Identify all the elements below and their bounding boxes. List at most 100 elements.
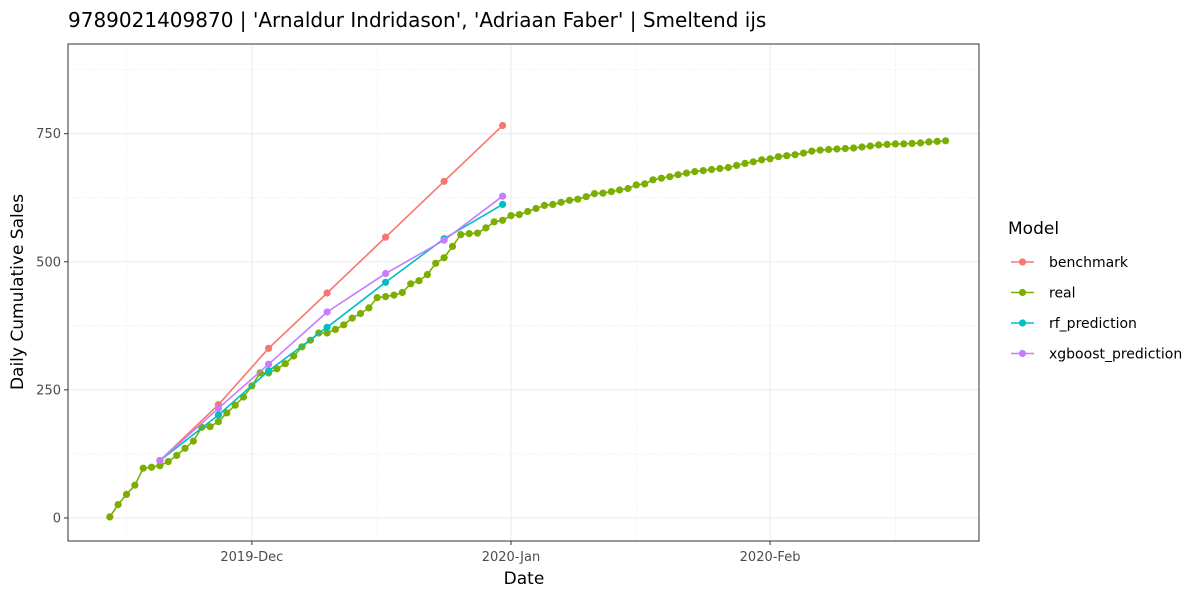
legend-item-benchmark: benchmark [1011, 255, 1129, 271]
data-point-real [674, 171, 682, 179]
data-point-real [850, 144, 858, 152]
data-point-real [448, 242, 457, 250]
legend-item-real: real [1011, 286, 1076, 302]
data-point-real [933, 137, 941, 145]
data-point-real [398, 288, 406, 297]
data-point-real [156, 462, 164, 470]
data-point-real [323, 329, 331, 337]
data-point-real [423, 271, 431, 279]
plot-panel [67, 43, 980, 542]
data-point-real [507, 212, 515, 220]
data-point-real [382, 293, 390, 301]
data-point-real [808, 147, 816, 155]
data-point-real [173, 451, 181, 459]
legend-label: real [1049, 286, 1076, 302]
data-point-real [206, 423, 214, 431]
data-point-real [256, 369, 264, 377]
data-point-real [465, 230, 473, 238]
data-point-real [574, 195, 582, 203]
data-point-real [331, 325, 339, 333]
data-point-real [148, 463, 156, 471]
legend-item-xgboost_prediction: xgboost_prediction [1011, 347, 1182, 363]
y-tick-label: 250 [36, 383, 61, 398]
data-point-real [390, 291, 398, 299]
data-point-real [106, 513, 114, 521]
data-point-real [499, 216, 507, 224]
data-point-real [741, 159, 749, 167]
legend-items: benchmark real rf_prediction xgboost_predic… [1011, 255, 1182, 363]
data-point-real [557, 198, 565, 206]
legend-key-point [1018, 319, 1027, 327]
data-point-real [415, 277, 423, 285]
data-point-real [524, 207, 532, 216]
data-point-real [733, 161, 741, 169]
data-point-benchmark [499, 121, 507, 130]
data-point-rf_prediction [382, 278, 390, 286]
data-point-real [749, 158, 757, 166]
data-point-real [799, 149, 808, 157]
data-point-real [122, 490, 131, 498]
data-point-real [783, 152, 791, 160]
data-point-real [607, 188, 615, 196]
data-point-real [632, 181, 640, 189]
data-point-real [833, 145, 841, 153]
data-point-real [908, 139, 916, 147]
data-point-real [641, 180, 649, 188]
data-point-xgboost_prediction [499, 192, 507, 200]
y-axis-title: Daily Cumulative Sales [8, 194, 28, 390]
data-point-real [699, 167, 707, 175]
data-point-real [223, 409, 231, 417]
data-point-real [649, 176, 657, 184]
data-point-real [758, 156, 766, 164]
data-point-real [875, 141, 883, 149]
axes: 0 250 500 750 2019-Dec 2020-Jan 2020-Feb [36, 127, 800, 565]
data-point-xgboost_prediction [265, 360, 273, 368]
legend-key-point [1018, 349, 1027, 358]
data-point-real [373, 294, 381, 302]
data-point-rf_prediction [265, 367, 273, 375]
data-point-real [942, 137, 950, 145]
data-point-real [407, 280, 415, 288]
data-point-xgboost_prediction [440, 236, 448, 244]
data-point-real [440, 254, 448, 262]
data-point-real [666, 173, 674, 181]
series-line-real [109, 140, 946, 518]
legend-key-point [1018, 288, 1027, 297]
series-real [106, 137, 950, 521]
data-point-real [900, 140, 908, 148]
data-point-real [515, 211, 523, 219]
series-line-benchmark [159, 124, 504, 462]
x-axis-title: Date [504, 569, 545, 589]
data-point-rf_prediction [323, 323, 331, 331]
data-point-xgboost_prediction [323, 308, 331, 316]
data-point-real [214, 418, 222, 426]
data-point-real [549, 200, 557, 208]
data-point-real [164, 458, 172, 466]
data-point-real [582, 193, 590, 201]
data-point-real [774, 153, 783, 161]
data-point-real [365, 304, 373, 312]
data-point-real [708, 165, 716, 174]
data-point-real [231, 401, 239, 409]
data-point-real [616, 186, 624, 194]
legend-item-rf_prediction: rf_prediction [1011, 316, 1137, 332]
series-benchmark [156, 121, 507, 465]
data-point-xgboost_prediction [156, 457, 164, 465]
y-tick-label: 0 [53, 511, 61, 526]
chart-title: 9789021409870 | 'Arnaldur Indridason', '… [68, 8, 766, 32]
data-point-real [883, 140, 891, 148]
data-point-benchmark [382, 233, 390, 241]
data-point-real [925, 138, 933, 146]
data-point-real [540, 201, 549, 209]
legend-key-point [1018, 258, 1027, 266]
data-point-real [841, 144, 849, 153]
data-point-real [139, 464, 147, 472]
data-point-real [891, 140, 900, 148]
series-xgboost_prediction [156, 192, 507, 465]
data-point-real [716, 164, 724, 173]
data-point-real [691, 168, 699, 176]
data-point-benchmark [265, 344, 273, 352]
data-point-real [473, 229, 482, 237]
data-point-real [825, 145, 833, 154]
